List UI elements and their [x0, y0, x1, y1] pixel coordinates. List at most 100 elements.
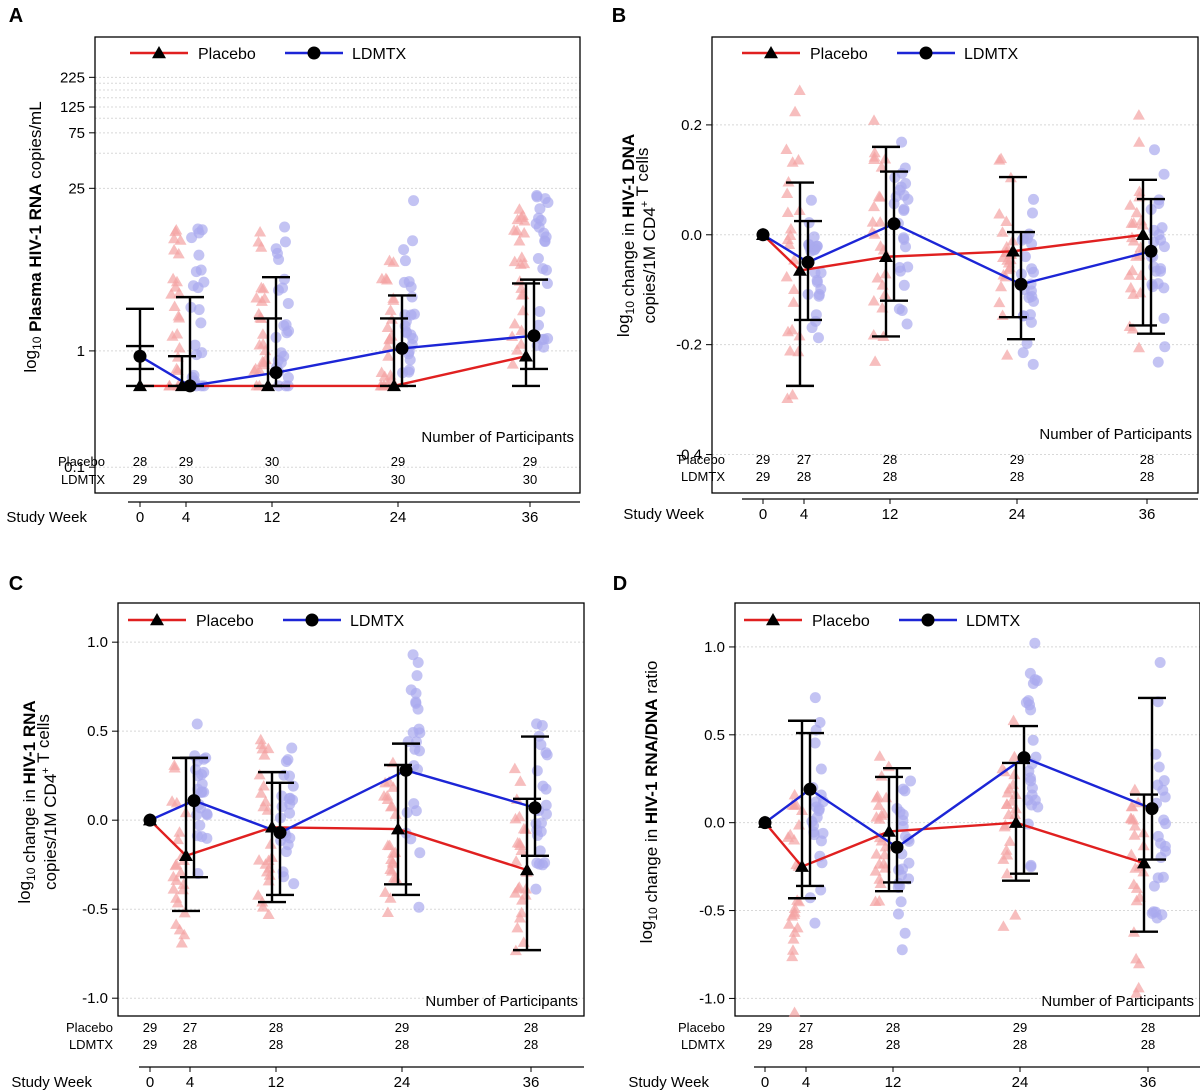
count-ldmtx: 30 — [523, 472, 537, 487]
placebo-participant-point — [1128, 783, 1141, 795]
ldmtx-participant-point — [1025, 861, 1037, 873]
ldmtx-participant-point — [1148, 144, 1160, 156]
placebo-participant-point — [254, 226, 267, 237]
ldmtx-participant-point — [1158, 168, 1170, 180]
ldmtx-participant-point — [1025, 704, 1037, 716]
ldmtx-mean-marker — [1145, 802, 1159, 816]
placebo-participant-point — [386, 865, 399, 876]
count-ldmtx: 28 — [524, 1037, 538, 1052]
ldmtx-participant-point — [1155, 234, 1167, 246]
ldmtx-participant-point — [900, 241, 912, 253]
y-axis-label-line: copies/1M CD4+ T cells — [633, 148, 659, 324]
ldmtx-participant-point — [1023, 765, 1035, 777]
y-axis-label-part: change in — [619, 218, 638, 301]
placebo-participant-point — [384, 892, 397, 903]
y-axis-label-sub: 10 — [623, 301, 637, 315]
ldmtx-participant-point — [410, 805, 422, 817]
placebo-participant-point — [384, 304, 397, 315]
placebo-participant-point — [784, 345, 797, 356]
ldmtx-participant-point — [410, 687, 422, 699]
placebo-participant-point — [171, 364, 184, 376]
x-tick-label: 36 — [1139, 506, 1156, 523]
ldmtx-participant-point — [530, 883, 542, 895]
placebo-mean-marker — [179, 848, 193, 862]
ldmtx-participant-point — [903, 857, 915, 869]
x-tick-label: 12 — [264, 509, 281, 526]
ldmtx-mean-marker — [527, 329, 541, 343]
ldmtx-participant-point — [533, 221, 545, 233]
ldmtx-participant-point — [809, 692, 821, 704]
count-row-label-ldmtx: LDMTX — [681, 469, 725, 484]
placebo-participant-point — [1132, 981, 1145, 993]
placebo-participant-point — [789, 105, 802, 117]
placebo-participant-point — [788, 908, 801, 919]
legend-ldmtx-marker — [921, 613, 935, 627]
ldmtx-mean-marker — [187, 794, 201, 808]
ldmtx-participant-point — [271, 247, 283, 259]
placebo-participant-point — [1000, 844, 1013, 855]
ldmtx-participant-point — [413, 901, 425, 913]
placebo-participant-point — [873, 813, 886, 824]
count-placebo: 28 — [269, 1020, 283, 1035]
ldmtx-mean-marker — [183, 379, 197, 393]
ldmtx-participant-point — [1158, 814, 1170, 826]
ldmtx-participant-point — [280, 846, 292, 858]
placebo-participant-point — [792, 153, 805, 165]
y-axis-label-sub: 10 — [24, 867, 38, 881]
ldmtx-participant-point — [283, 325, 295, 337]
x-tick-label: 0 — [761, 1074, 769, 1091]
panel-b: B -0.4 -0.2 0.0 0.2 log10 change in HIV-1 DNA… — [612, 5, 1199, 523]
placebo-participant-point — [993, 208, 1006, 219]
y-axis-label-part: log — [614, 314, 633, 337]
placebo-participant-point — [786, 388, 799, 400]
ldmtx-participant-point — [1154, 656, 1166, 668]
ldmtx-participant-point — [1159, 341, 1171, 353]
placebo-participant-point — [867, 328, 880, 340]
count-placebo: 28 — [886, 1020, 900, 1035]
placebo-participant-point — [997, 853, 1010, 864]
plot-frame — [711, 36, 1199, 494]
count-ldmtx: 28 — [395, 1037, 409, 1052]
ldmtx-participant-point — [1152, 872, 1164, 884]
placebo-participant-point — [518, 214, 531, 226]
ldmtx-participant-point — [542, 197, 554, 209]
placebo-participant-point — [253, 854, 266, 865]
placebo-participant-point — [993, 154, 1006, 165]
x-tick-label: 24 — [394, 1074, 411, 1091]
ldmtx-participant-point — [194, 819, 206, 831]
placebo-participant-point — [515, 324, 528, 336]
placebo-mean-marker — [793, 263, 807, 276]
plot-frame — [94, 36, 581, 494]
ldmtx-participant-point — [398, 244, 410, 256]
count-ldmtx: 28 — [183, 1037, 197, 1052]
ldmtx-participant-point — [531, 765, 543, 777]
placebo-participant-point — [248, 364, 261, 376]
ldmtx-participant-point — [808, 829, 820, 841]
ldmtx-participant-point — [411, 670, 423, 682]
count-ldmtx: 28 — [883, 469, 897, 484]
placebo-participant-point — [997, 920, 1010, 931]
y-tick-label: 25 — [68, 180, 85, 197]
count-ldmtx: 29 — [758, 1037, 772, 1052]
ldmtx-participant-point — [1021, 337, 1033, 349]
placebo-participant-point — [508, 255, 521, 267]
ldmtx-participant-point — [1028, 193, 1040, 205]
placebo-participant-point — [873, 750, 886, 761]
placebo-participant-point — [868, 146, 881, 158]
placebo-participant-point — [167, 883, 180, 894]
ldmtx-participant-point — [282, 297, 294, 309]
study-week-label: Study Week — [11, 1074, 92, 1091]
placebo-participant-point — [255, 787, 268, 798]
placebo-participant-point — [874, 877, 887, 889]
x-tick-label: 12 — [882, 506, 899, 523]
placebo-participant-point — [781, 206, 794, 217]
placebo-participant-point — [791, 921, 804, 933]
ldmtx-participant-point — [1158, 312, 1170, 324]
count-placebo: 29 — [395, 1020, 409, 1035]
ldmtx-participant-point — [1029, 674, 1041, 686]
placebo-participant-point — [1133, 136, 1146, 147]
ldmtx-participant-point — [195, 264, 207, 276]
placebo-participant-point — [782, 176, 795, 187]
placebo-participant-point — [381, 321, 394, 332]
